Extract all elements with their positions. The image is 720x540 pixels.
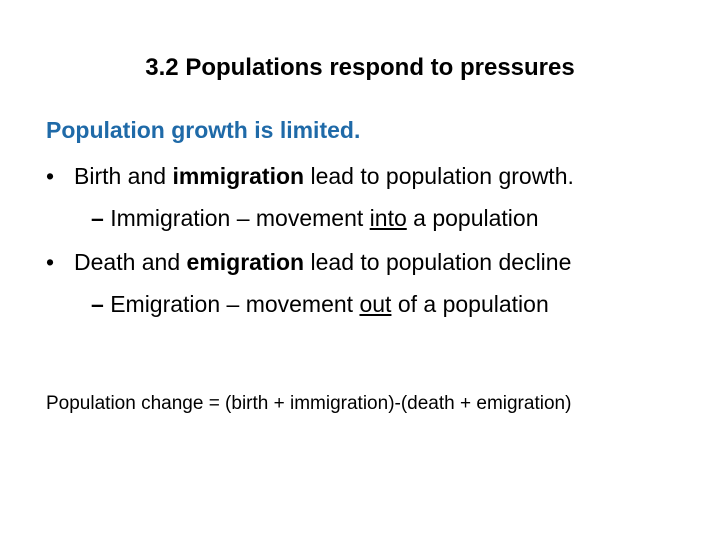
sub-underlined-term: out bbox=[359, 291, 392, 317]
sub-text-b: of a population bbox=[391, 291, 549, 317]
dash-icon: – bbox=[91, 291, 104, 317]
sub-text-a: Immigration – movement bbox=[110, 205, 370, 231]
bullet-item-birth: • Birth and immigration lead to populatio… bbox=[46, 160, 574, 192]
sub-underlined-term: into bbox=[369, 205, 407, 231]
bullet-text-pre: Death and bbox=[74, 249, 187, 275]
population-change-equation: Population change = (birth + immigration… bbox=[46, 393, 572, 414]
bullet-text-post: lead to population decline bbox=[304, 249, 572, 275]
slide-subtitle: Population growth is limited. bbox=[46, 117, 361, 143]
bullet-icon: • bbox=[46, 249, 55, 275]
dash-icon: – bbox=[91, 205, 104, 231]
bullet-item-death: • Death and emigration lead to population… bbox=[46, 246, 571, 278]
bullet-text-pre: Birth and bbox=[74, 163, 173, 189]
bullet-bold-term: emigration bbox=[186, 249, 305, 275]
sub-text-b: a population bbox=[406, 205, 539, 231]
bullet-text-post: lead to population growth. bbox=[304, 163, 574, 189]
slide-title: 3.2 Populations respond to pressures bbox=[145, 54, 575, 81]
bullet-icon: • bbox=[46, 163, 55, 189]
sub-text-a: Emigration – movement bbox=[110, 291, 360, 317]
sub-item-emigration: – Emigration – movement out of a populat… bbox=[91, 288, 549, 320]
bullet-bold-term: immigration bbox=[172, 163, 305, 189]
sub-item-immigration: – Immigration – movement into a populati… bbox=[91, 202, 539, 234]
